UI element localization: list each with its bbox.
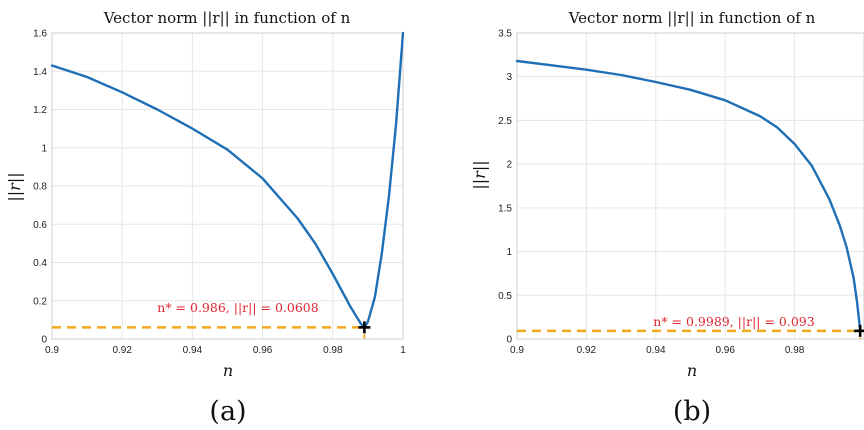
series-line xyxy=(50,31,405,329)
y-tick-label: 2 xyxy=(506,160,512,171)
y-tick-label: 2.5 xyxy=(498,116,512,127)
y-tick-label: 0.4 xyxy=(33,258,47,269)
y-tick-label: 1.2 xyxy=(33,105,47,116)
minimum-marker xyxy=(854,324,864,337)
y-tick-label: 0.2 xyxy=(33,296,47,307)
y-axis-label: ||r|| xyxy=(470,160,489,189)
data-series xyxy=(50,31,405,329)
x-tick-labels: 0.9 0.92 0.94 0.96 0.98 1 xyxy=(45,345,406,356)
chart-panel-b: Vector norm ||r|| in function of n 0.9 0.… xyxy=(470,9,864,427)
x-tick-label: 1 xyxy=(400,345,406,356)
annotation-label: n* = 0.9989, ||r|| = 0.093 xyxy=(653,314,814,329)
chart-title: Vector norm ||r|| in function of n xyxy=(568,9,816,27)
x-tick-label: 0.9 xyxy=(45,345,59,356)
x-tick-label: 0.94 xyxy=(183,345,203,356)
reference-line xyxy=(517,329,862,339)
series-line xyxy=(515,59,862,333)
grid xyxy=(516,32,864,340)
x-tick-label: 0.94 xyxy=(646,345,666,356)
plot-area xyxy=(516,32,864,340)
y-tick-labels: 0 0.2 0.4 0.6 0.8 1 1.2 1.4 1.6 xyxy=(33,29,47,346)
x-tick-label: 0.98 xyxy=(785,345,805,356)
panel-caption: (b) xyxy=(673,396,711,427)
data-series xyxy=(515,59,862,333)
y-tick-labels: 0 0.5 1 1.5 2 2.5 3 3.5 xyxy=(498,29,512,346)
panel-caption: (a) xyxy=(209,396,246,427)
y-tick-label: 1.4 xyxy=(33,67,47,78)
y-tick-label: 1 xyxy=(506,247,512,258)
chart-panel-a: Vector norm ||r|| in function of n 0.9 0.… xyxy=(5,9,406,427)
y-tick-label: 1.5 xyxy=(498,203,512,214)
y-tick-label: 0 xyxy=(506,335,512,346)
y-tick-label: 1.6 xyxy=(33,29,47,40)
reference-line xyxy=(52,326,366,339)
chart-title: Vector norm ||r|| in function of n xyxy=(103,9,351,27)
annotation-label: n* = 0.986, ||r|| = 0.0608 xyxy=(157,300,318,315)
x-tick-label: 0.96 xyxy=(715,345,735,356)
y-tick-label: 0.8 xyxy=(33,182,47,193)
y-tick-label: 3 xyxy=(506,72,512,83)
y-tick-label: 0.5 xyxy=(498,291,512,302)
y-tick-label: 1 xyxy=(41,143,47,154)
x-tick-label: 0.96 xyxy=(253,345,273,356)
y-tick-label: 3.5 xyxy=(498,29,512,40)
x-axis-label: n xyxy=(687,361,697,380)
grid xyxy=(51,32,404,340)
minimum-marker xyxy=(358,321,371,334)
x-tick-label: 0.92 xyxy=(577,345,597,356)
y-tick-label: 0.6 xyxy=(33,220,47,231)
x-axis-label: n xyxy=(223,361,233,380)
x-tick-label: 0.9 xyxy=(510,345,524,356)
y-tick-label: 0 xyxy=(41,335,47,346)
y-axis-label: ||r|| xyxy=(5,172,24,201)
x-tick-label: 0.98 xyxy=(323,345,343,356)
plot-area xyxy=(51,32,404,340)
x-tick-label: 0.92 xyxy=(112,345,132,356)
x-tick-labels: 0.9 0.92 0.94 0.96 0.98 xyxy=(510,345,805,356)
